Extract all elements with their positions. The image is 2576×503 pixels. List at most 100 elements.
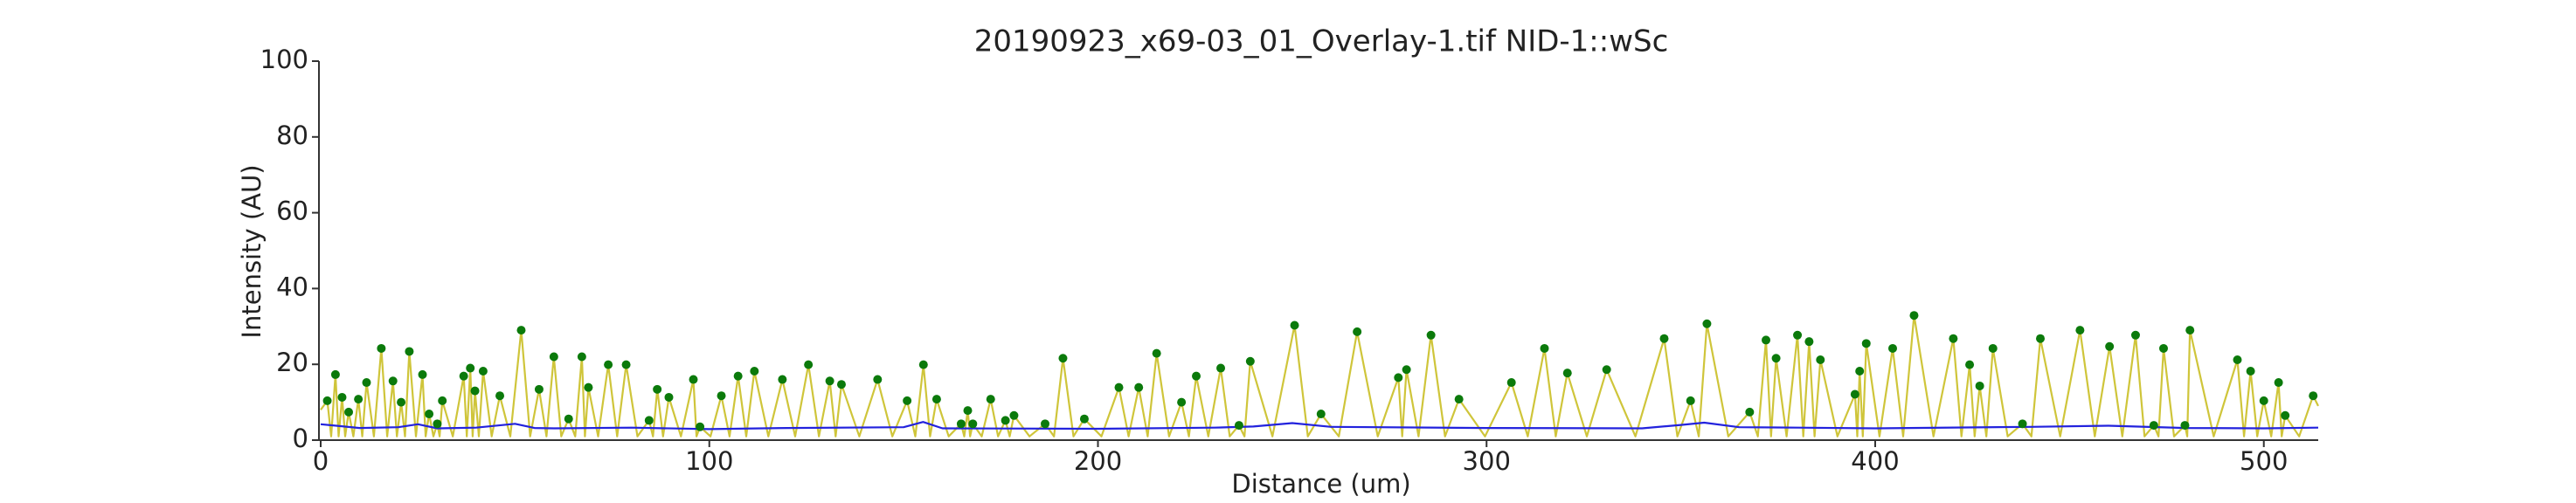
- peak-marker: [1888, 343, 1898, 353]
- peak-marker: [689, 375, 698, 384]
- x-tick-label: 500: [2240, 446, 2288, 476]
- peak-marker: [1426, 330, 1436, 340]
- peak-marker: [584, 382, 593, 392]
- peak-marker: [478, 367, 488, 376]
- peak-marker: [362, 378, 371, 388]
- peak-marker: [644, 416, 654, 425]
- x-tick-label: 100: [685, 446, 733, 476]
- peak-marker: [653, 384, 662, 394]
- peak-marker: [405, 347, 414, 356]
- peak-marker: [1058, 354, 1068, 363]
- profile-line: [320, 314, 2319, 438]
- y-tick-label: 100: [260, 45, 308, 74]
- peak-marker: [664, 392, 674, 402]
- peak-marker: [1804, 337, 1814, 347]
- peak-marker: [1290, 320, 1299, 330]
- peak-marker: [1861, 339, 1871, 348]
- peak-marker: [1001, 416, 1010, 425]
- peak-marker: [2130, 330, 2140, 340]
- peak-marker: [1975, 381, 1984, 390]
- peak-marker: [621, 360, 631, 369]
- peak-marker: [1602, 365, 1611, 375]
- peak-marker: [2246, 367, 2255, 376]
- peak-marker: [1114, 382, 1124, 392]
- y-tick-label: 60: [276, 196, 308, 226]
- peak-marker: [2036, 334, 2046, 343]
- peak-marker: [825, 376, 834, 386]
- y-tick-label: 80: [276, 121, 308, 150]
- peak-marker: [330, 369, 340, 379]
- peak-marker: [516, 326, 526, 335]
- y-axis-label: Intensity (AU): [237, 164, 267, 338]
- peak-marker: [549, 352, 558, 362]
- peak-marker: [963, 406, 973, 416]
- peak-marker: [2149, 421, 2158, 431]
- peak-marker: [1988, 343, 1998, 353]
- peak-marker: [433, 419, 442, 429]
- peak-marker: [495, 391, 505, 401]
- peak-marker: [1402, 365, 1411, 375]
- peak-marker: [804, 360, 814, 369]
- peak-marker: [418, 369, 427, 379]
- peak-marker: [968, 419, 978, 429]
- peak-marker: [873, 375, 883, 384]
- x-tick-label: 300: [1463, 446, 1511, 476]
- peak-marker: [534, 384, 544, 394]
- peak-marker: [2274, 378, 2283, 388]
- peak-marker: [1152, 348, 1161, 358]
- peak-marker: [1192, 371, 1201, 381]
- peak-marker: [1216, 363, 1226, 373]
- peak-marker: [717, 391, 726, 401]
- peak-marker: [1245, 356, 1255, 366]
- peak-marker: [1850, 389, 1859, 399]
- peak-marker: [466, 363, 475, 373]
- peak-marker: [1855, 367, 1865, 376]
- peak-marker: [1762, 335, 1771, 345]
- peak-marker: [2075, 326, 2085, 335]
- peak-marker: [1316, 410, 1326, 419]
- peak-marker: [2180, 421, 2190, 431]
- peak-marker: [2185, 326, 2195, 335]
- peak-marker: [337, 392, 347, 402]
- peak-marker: [1009, 410, 1019, 420]
- peak-marker: [1965, 360, 1975, 369]
- peak-marker: [1686, 396, 1695, 405]
- peak-marker: [1454, 395, 1464, 404]
- peak-marker: [2259, 396, 2268, 405]
- peak-marker: [1506, 378, 1516, 388]
- peak-marker: [778, 375, 787, 384]
- peak-marker: [459, 371, 468, 381]
- peak-marker: [1562, 369, 1572, 378]
- peak-marker: [750, 367, 759, 376]
- peak-marker: [2018, 419, 2027, 429]
- peak-marker: [354, 395, 364, 404]
- profile-line: [320, 421, 2319, 431]
- peak-marker: [1816, 355, 1825, 364]
- peak-marker: [918, 360, 928, 369]
- peak-marker: [1177, 397, 1187, 407]
- x-tick-label: 200: [1074, 446, 1122, 476]
- peak-marker: [1949, 334, 1958, 343]
- peak-marker: [2158, 343, 2168, 353]
- peak-marker: [1702, 319, 1712, 328]
- peak-marker: [1394, 373, 1403, 382]
- chart-title: 20190923_x69-03_01_Overlay-1.tif NID-1::…: [974, 24, 1669, 59]
- peak-marker: [1041, 419, 1050, 429]
- peak-marker: [470, 386, 480, 396]
- peak-marker: [1540, 343, 1549, 353]
- x-tick-label: 0: [313, 446, 329, 476]
- peak-marker: [397, 397, 406, 407]
- peak-marker: [836, 380, 846, 389]
- peak-marker: [1793, 330, 1803, 340]
- peak-marker: [604, 360, 613, 369]
- peak-marker: [2309, 391, 2318, 401]
- peak-marker: [388, 376, 398, 386]
- peak-marker: [733, 371, 743, 381]
- peak-marker: [425, 410, 434, 419]
- peak-marker: [903, 396, 912, 405]
- peak-marker: [1771, 354, 1781, 363]
- peak-marker: [438, 396, 447, 405]
- y-tick-label: 0: [293, 424, 308, 453]
